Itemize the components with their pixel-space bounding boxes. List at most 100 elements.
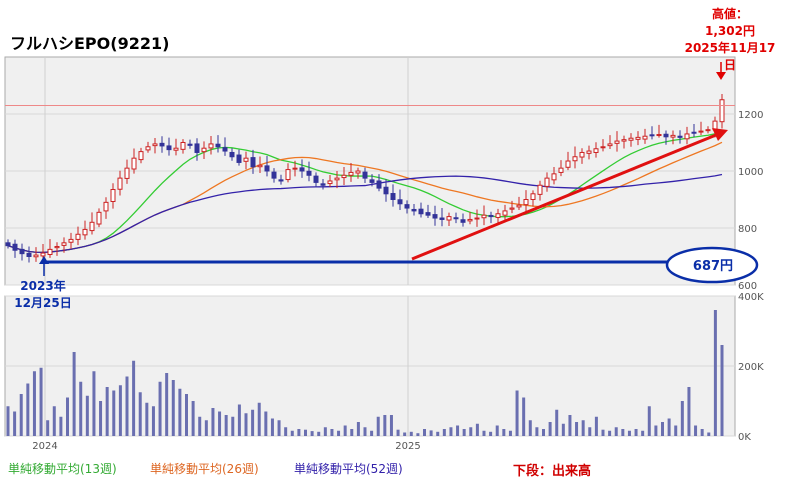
- candle-body: [355, 170, 361, 174]
- candle-body: [656, 134, 662, 137]
- price-tick-label: 1200: [738, 110, 763, 121]
- candle-body: [54, 246, 60, 249]
- volume-bar: [482, 430, 486, 436]
- candle-body: [173, 147, 179, 151]
- volume-bar: [92, 371, 96, 436]
- volume-bar: [680, 401, 684, 436]
- volume-bar: [416, 433, 420, 436]
- volume-bar: [409, 431, 413, 436]
- volume-bar: [667, 418, 671, 436]
- candle-body: [677, 135, 683, 138]
- volume-bar: [449, 427, 453, 436]
- volume-bar: [297, 429, 301, 436]
- candle-body: [593, 148, 599, 153]
- candle-body: [180, 142, 186, 150]
- candle-body: [5, 242, 11, 247]
- candle-body: [558, 167, 564, 173]
- candle-body: [404, 204, 410, 209]
- candle-body: [306, 170, 312, 176]
- high-date: 2025年11月17日: [684, 41, 776, 72]
- volume-bar: [575, 422, 579, 436]
- volume-bar: [462, 429, 466, 436]
- candle-body: [187, 143, 193, 146]
- volume-bar: [396, 429, 400, 436]
- candle-body: [264, 165, 270, 172]
- volume-bar: [647, 406, 651, 436]
- volume-bar: [138, 392, 142, 436]
- volume-bar: [489, 431, 493, 436]
- candle-body: [488, 214, 494, 218]
- volume-bar: [720, 345, 724, 436]
- volume-bar: [66, 397, 69, 436]
- volume-bar: [237, 404, 241, 436]
- price-tick-label: 600: [738, 281, 757, 292]
- candle-body: [418, 208, 424, 215]
- volume-bar: [528, 420, 532, 436]
- price-tick-label: 800: [738, 224, 757, 235]
- volume-bar: [13, 411, 17, 436]
- candle-body: [33, 254, 39, 258]
- candle-body: [649, 134, 655, 137]
- volume-bar: [594, 416, 598, 436]
- candle-body: [586, 150, 592, 154]
- candle-body: [145, 146, 151, 151]
- support-price-label: 687円: [692, 259, 734, 274]
- volume-bar: [191, 401, 195, 436]
- candle-body: [110, 189, 116, 202]
- axis-ticks: 600 800 1000 1200 0K 200K 400K 2024 2025: [32, 110, 764, 452]
- legend-ma52: 単純移動平均(52週): [294, 462, 403, 476]
- volume-bar: [621, 429, 625, 436]
- volume-bar: [502, 429, 506, 436]
- volume-bar: [700, 429, 704, 436]
- volume-bar: [198, 416, 202, 436]
- candle-body: [89, 221, 95, 232]
- volume-bar: [270, 418, 274, 436]
- candle-body: [705, 129, 711, 132]
- volume-bar: [535, 427, 539, 436]
- high-arrow-head: [716, 72, 726, 80]
- volume-bar: [542, 429, 545, 436]
- support-price-ellipse: [665, 246, 759, 284]
- legend-ma13: 単純移動平均(13週): [8, 462, 117, 476]
- volume-bar: [85, 395, 89, 436]
- volume-bar: [132, 360, 136, 436]
- volume-tick-label: 0K: [738, 432, 751, 443]
- volume-bar: [343, 425, 347, 436]
- volume-bar: [125, 376, 129, 436]
- volume-bar: [264, 411, 268, 436]
- candle-body: [159, 142, 165, 147]
- volume-bar: [423, 429, 426, 436]
- candle-body: [299, 167, 305, 172]
- low-arrow-head: [39, 256, 49, 264]
- candle-body: [243, 157, 249, 162]
- volume-bar: [383, 415, 387, 436]
- candle-body: [446, 216, 452, 221]
- volume-bar: [231, 416, 235, 436]
- candle-body: [40, 252, 46, 257]
- candle-body: [285, 169, 291, 181]
- volume-bar: [469, 427, 473, 436]
- candle-body: [460, 219, 466, 223]
- candle-body: [663, 133, 669, 138]
- candle-body: [551, 173, 557, 181]
- volume-bar: [403, 432, 407, 436]
- candle-body: [565, 160, 571, 168]
- candle-body: [208, 143, 214, 149]
- candle-body: [47, 248, 53, 256]
- lower-pane-label: 下段：出来高: [513, 464, 592, 479]
- volume-bar: [145, 402, 149, 436]
- candle-body: [236, 154, 242, 163]
- volume-bar: [713, 310, 717, 436]
- volume-bar: [627, 430, 631, 436]
- volume-bar: [46, 420, 50, 436]
- candle-body: [425, 212, 431, 216]
- volume-bar: [337, 430, 341, 436]
- candle-body: [439, 217, 445, 220]
- volume-tick-label: 400K: [738, 292, 764, 303]
- candle-body: [383, 186, 389, 195]
- candle-body: [516, 204, 522, 208]
- candle-body: [481, 214, 487, 219]
- candle-body: [628, 137, 634, 141]
- legend-ma26: 単純移動平均(26週): [150, 462, 259, 476]
